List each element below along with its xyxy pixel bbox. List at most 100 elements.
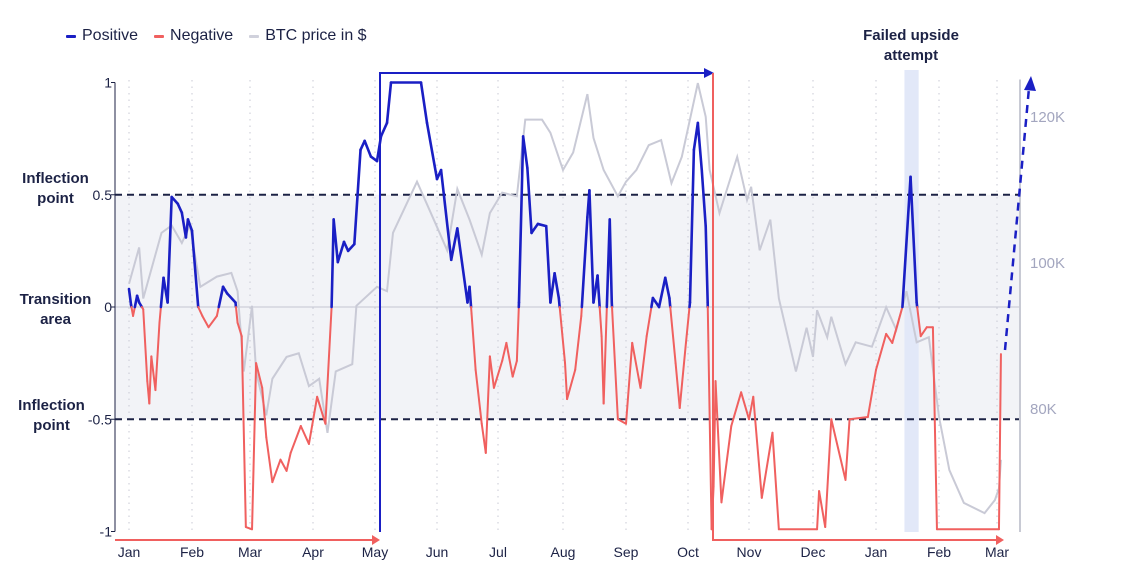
positive-segment: [688, 148, 696, 304]
negative-segment: [885, 332, 894, 344]
y-right-tick-label: 80K: [1030, 401, 1057, 418]
negative-arrowhead: [372, 535, 380, 545]
failed-upside-label: Failed upside attempt: [863, 27, 959, 64]
negative-segment: [285, 451, 292, 472]
negative-segment: [730, 391, 743, 427]
x-tick-label: Feb: [180, 544, 204, 560]
negative-segment: [234, 306, 239, 324]
negative-segment: [564, 362, 569, 401]
negative-segment: [645, 306, 653, 338]
negative-segment: [748, 395, 755, 421]
positive-segment: [526, 166, 533, 235]
positive-segment: [342, 240, 350, 253]
btc-price-line: [128, 82, 1002, 515]
negative-segment: [740, 391, 750, 421]
positive-segment: [425, 121, 439, 181]
positive-segment: [596, 274, 601, 309]
y-left-tick-label: 1: [104, 75, 112, 91]
positive-segment: [580, 215, 589, 309]
negative-segment: [598, 306, 603, 338]
positive-segment: [456, 227, 469, 304]
positive-segment: [521, 135, 529, 170]
negative-segment: [492, 359, 504, 389]
y-right-tick-label: 100K: [1030, 255, 1065, 272]
negative-segment: [824, 418, 833, 529]
negative-segment: [142, 308, 149, 383]
negative-segment: [931, 326, 938, 531]
negative-segment: [132, 306, 136, 317]
negative-segment: [474, 368, 483, 425]
positive-segment: [379, 121, 389, 138]
negative-segment: [470, 312, 477, 371]
negative-segment: [261, 386, 268, 439]
negative-segment: [818, 490, 827, 529]
negative-segment: [484, 355, 491, 454]
projection-dashed-arrow: [1003, 87, 1031, 351]
negative-segment: [148, 355, 153, 405]
negative-segment: [684, 306, 691, 344]
y-right-tick-label: 120K: [1030, 109, 1065, 126]
x-tick-label: Aug: [551, 544, 576, 560]
x-tick-label: Oct: [677, 544, 699, 560]
negative-segment: [197, 306, 204, 317]
negative-regime-arrow: [712, 73, 996, 541]
positive-segment: [375, 135, 383, 163]
positive-segment: [657, 276, 667, 309]
negative-segment: [150, 355, 157, 392]
y-left-tick-label: -0.5: [88, 411, 112, 427]
negative-segment: [760, 431, 774, 499]
negative-segment: [251, 362, 258, 531]
negative-segment: [875, 332, 888, 371]
negative-segment: [997, 353, 1002, 531]
positive-segment: [901, 175, 912, 309]
positive-segment: [588, 188, 595, 304]
negative-segment: [316, 395, 327, 425]
negative-segment: [866, 368, 877, 419]
positive-swatch: [66, 34, 76, 38]
negative-segment: [236, 321, 243, 338]
negative-segment: [625, 341, 634, 425]
positive-segment: [530, 222, 540, 235]
negative-segment: [240, 335, 247, 529]
positive-segment: [190, 229, 200, 309]
x-tick-label: Jan: [118, 544, 141, 560]
legend: Positive Negative BTC price in $: [66, 27, 367, 45]
negative-segment: [639, 335, 648, 389]
positive-segment: [517, 135, 525, 304]
y-left-tick-label: 0: [104, 299, 112, 315]
negative-segment: [602, 306, 608, 405]
negative-segment: [891, 306, 904, 344]
negative-segment: [558, 306, 567, 365]
y-left-tick-label: 0.5: [93, 187, 113, 203]
negative-segment: [470, 306, 473, 315]
negative-segment: [265, 436, 274, 484]
negative-segment: [515, 306, 520, 362]
negative-segment: [844, 418, 851, 481]
positive-segment: [221, 285, 229, 295]
positive-segment: [184, 218, 190, 239]
negative-segment: [706, 306, 713, 531]
legend-label: BTC price in $: [265, 27, 367, 44]
positive-segment: [608, 218, 614, 304]
x-tick-label: Apr: [302, 544, 324, 560]
negative-segment: [816, 490, 821, 531]
positive-segment: [346, 242, 356, 253]
negative-segment: [712, 380, 717, 488]
positive-segment: [544, 224, 552, 304]
legend-negative: Negative: [154, 27, 233, 45]
negative-segment: [631, 341, 642, 389]
legend-label: Negative: [170, 27, 234, 44]
y-left-tick-label: -1: [100, 524, 113, 540]
negative-segment: [714, 380, 723, 504]
positive-segment: [909, 175, 918, 304]
negative-segment: [580, 306, 583, 317]
legend-positive: Positive: [66, 27, 138, 45]
positive-segment: [704, 224, 709, 304]
negative-segment: [566, 368, 577, 401]
positive-segment: [332, 218, 340, 264]
negative-segment: [669, 306, 677, 365]
positive-segment: [363, 139, 373, 158]
negative-segment: [201, 314, 210, 329]
negative-swatch: [154, 34, 165, 38]
